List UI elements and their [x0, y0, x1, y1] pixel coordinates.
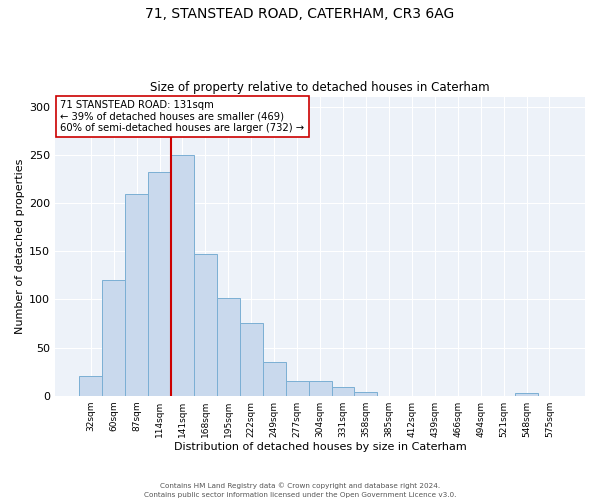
Y-axis label: Number of detached properties: Number of detached properties — [15, 158, 25, 334]
Bar — [102, 280, 125, 396]
Bar — [79, 376, 102, 396]
X-axis label: Distribution of detached houses by size in Caterham: Distribution of detached houses by size … — [174, 442, 466, 452]
Bar — [332, 387, 355, 396]
Title: Size of property relative to detached houses in Caterham: Size of property relative to detached ho… — [150, 82, 490, 94]
Bar — [171, 155, 194, 396]
Text: 71 STANSTEAD ROAD: 131sqm
← 39% of detached houses are smaller (469)
60% of semi: 71 STANSTEAD ROAD: 131sqm ← 39% of detac… — [61, 100, 305, 133]
Bar — [263, 362, 286, 396]
Bar — [286, 382, 308, 396]
Text: Contains HM Land Registry data © Crown copyright and database right 2024.
Contai: Contains HM Land Registry data © Crown c… — [144, 482, 456, 498]
Bar — [194, 254, 217, 396]
Bar — [515, 393, 538, 396]
Bar — [308, 382, 332, 396]
Bar — [240, 324, 263, 396]
Bar — [355, 392, 377, 396]
Text: 71, STANSTEAD ROAD, CATERHAM, CR3 6AG: 71, STANSTEAD ROAD, CATERHAM, CR3 6AG — [145, 8, 455, 22]
Bar — [125, 194, 148, 396]
Bar — [217, 298, 240, 396]
Bar — [148, 172, 171, 396]
